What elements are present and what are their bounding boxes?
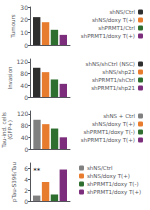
svg-text:20: 20 [20, 16, 28, 23]
svg-text:Tumours: Tumours [10, 14, 16, 38]
svg-text:shNS/shCtrl (NSC): shNS/shCtrl (NSC) [86, 61, 135, 67]
svg-text:shNS/doxy T(+): shNS/doxy T(+) [87, 173, 130, 180]
svg-text:30: 30 [20, 4, 28, 11]
svg-text:shPRMT1/Ctrl: shPRMT1/Ctrl [98, 25, 135, 31]
svg-text:shNS + Ctrl: shNS + Ctrl [103, 113, 135, 119]
svg-text:shNS/doxy T(+): shNS/doxy T(+) [92, 17, 135, 24]
svg-text:shNS/Ctrl: shNS/Ctrl [109, 9, 135, 15]
svg-text:40: 40 [20, 82, 28, 89]
svg-text:shPRMT1/doxy T(+): shPRMT1/doxy T(+) [81, 33, 135, 40]
svg-text:80: 80 [20, 70, 28, 77]
svg-text:shPRMT1/doxy T(+): shPRMT1/doxy T(+) [87, 189, 141, 196]
svg-text:80: 80 [21, 122, 29, 129]
svg-text:shPRMT1/shp21: shPRMT1/shp21 [91, 85, 135, 92]
svg-text:0: 0 [25, 146, 29, 153]
svg-text:120: 120 [17, 58, 29, 65]
svg-text:shPRMT1/doxy T(+): shPRMT1/doxy T(+) [81, 137, 135, 144]
svg-text:10: 10 [20, 29, 28, 36]
svg-text:shPRMT1/doxy T(-): shPRMT1/doxy T(-) [83, 129, 135, 136]
svg-text:0: 0 [24, 94, 28, 101]
svg-text:shNS/Ctrl: shNS/Ctrl [87, 165, 113, 171]
svg-text:40: 40 [21, 134, 29, 141]
svg-text:shNS/shp21: shNS/shp21 [102, 69, 135, 76]
svg-text:4: 4 [24, 176, 28, 183]
svg-text:0: 0 [24, 42, 28, 49]
svg-text:shPRMT1/shCtrl: shPRMT1/shCtrl [92, 77, 136, 83]
svg-text:pTau-S396/Tau: pTau-S396/Tau [11, 162, 18, 202]
svg-text:(GFP+): (GFP+) [7, 120, 13, 140]
svg-text:**: ** [33, 167, 41, 175]
svg-text:0: 0 [24, 198, 28, 205]
svg-text:6: 6 [24, 165, 28, 172]
svg-text:Invasion: Invasion [7, 66, 13, 89]
svg-text:Tau-ind. cells: Tau-ind. cells [1, 112, 7, 148]
svg-text:shPRMT1/doxy T(-): shPRMT1/doxy T(-) [87, 181, 139, 188]
svg-text:2: 2 [24, 187, 28, 194]
svg-text:shNS/doxy T(+): shNS/doxy T(+) [92, 121, 135, 128]
svg-text:120: 120 [17, 110, 29, 117]
